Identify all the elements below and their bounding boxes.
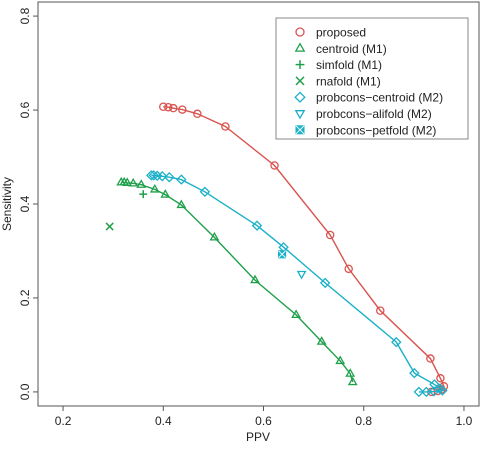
legend-marker bbox=[295, 76, 305, 86]
data-point bbox=[347, 376, 358, 386]
data-point bbox=[176, 199, 187, 209]
data-point bbox=[277, 250, 287, 259]
data-point bbox=[122, 177, 133, 187]
data-point bbox=[376, 306, 385, 315]
data-point bbox=[426, 354, 435, 363]
series-6 bbox=[277, 250, 287, 259]
data-point bbox=[159, 102, 168, 112]
data-point bbox=[291, 309, 301, 319]
series-2 bbox=[139, 190, 148, 199]
data-point bbox=[437, 385, 448, 396]
data-point bbox=[105, 222, 114, 231]
data-point bbox=[345, 368, 356, 377]
y-axis-label: Sensitivity bbox=[0, 177, 14, 231]
data-point bbox=[149, 183, 160, 193]
legend-label: rnafold (M1) bbox=[316, 74, 381, 88]
legend-label: centroid (M1) bbox=[316, 42, 387, 56]
data-point bbox=[139, 190, 148, 199]
y-tick-label: 0.8 bbox=[18, 7, 32, 24]
legend-marker bbox=[295, 60, 305, 69]
data-point bbox=[221, 122, 230, 131]
series-line bbox=[163, 106, 445, 393]
data-point bbox=[157, 171, 168, 182]
data-point bbox=[164, 102, 173, 112]
series-layer bbox=[105, 102, 449, 398]
y-tick-label: 0.2 bbox=[18, 289, 32, 306]
legend-item: probcons−centroid (M2) bbox=[294, 91, 443, 105]
series-line bbox=[151, 174, 445, 393]
data-point bbox=[319, 277, 331, 289]
data-point bbox=[409, 367, 420, 379]
legend-marker bbox=[295, 125, 305, 135]
data-point bbox=[169, 103, 178, 113]
data-point bbox=[316, 336, 327, 345]
legend-marker bbox=[295, 27, 305, 37]
legend-marker bbox=[294, 91, 306, 103]
y-tick-label: 0.0 bbox=[18, 383, 32, 400]
data-point bbox=[176, 174, 187, 185]
series-4 bbox=[146, 170, 448, 398]
legend-item: rnafold (M1) bbox=[295, 74, 381, 88]
x-tick-label: 0.6 bbox=[255, 414, 272, 428]
data-point bbox=[128, 177, 139, 187]
data-point bbox=[335, 355, 346, 365]
legend-item: probcons−alifold (M2) bbox=[294, 107, 432, 121]
legend-box bbox=[275, 17, 469, 140]
data-point bbox=[296, 270, 307, 280]
data-point bbox=[164, 171, 175, 183]
series-5 bbox=[296, 270, 307, 280]
data-point bbox=[160, 189, 171, 198]
data-point bbox=[325, 230, 335, 240]
legend-label: probcons−centroid (M2) bbox=[316, 91, 443, 105]
data-point bbox=[193, 109, 202, 119]
y-tick-label: 0.4 bbox=[18, 195, 32, 212]
legend-label: simfold (M1) bbox=[316, 58, 382, 72]
data-point bbox=[391, 336, 402, 348]
data-point bbox=[436, 374, 445, 383]
x-tick-label: 1.0 bbox=[456, 414, 473, 428]
data-point bbox=[136, 179, 147, 188]
axes-ticks: 0.2 0.4 0.6 0.8 1.0 0.0 0.2 0.4 0.6 0.8 bbox=[18, 7, 473, 428]
data-point bbox=[199, 186, 211, 198]
legend-item: centroid (M1) bbox=[294, 42, 387, 56]
data-point bbox=[148, 170, 160, 181]
data-point bbox=[251, 220, 263, 231]
legend-item: proposed bbox=[295, 26, 366, 40]
legend-marker bbox=[294, 42, 306, 52]
legend-marker bbox=[294, 110, 306, 120]
x-axis-label: PPV bbox=[246, 430, 270, 444]
legend-item: simfold (M1) bbox=[295, 58, 382, 72]
y-tick-label: 0.6 bbox=[18, 101, 32, 118]
x-tick-label: 0.2 bbox=[55, 414, 72, 428]
data-point bbox=[178, 105, 187, 114]
series-1 bbox=[116, 176, 358, 386]
legend-label: proposed bbox=[316, 26, 366, 40]
data-point bbox=[270, 161, 279, 170]
data-point bbox=[413, 386, 425, 398]
legend-label: probcons−alifold (M2) bbox=[316, 107, 432, 121]
series-3 bbox=[105, 222, 114, 231]
data-point bbox=[250, 274, 260, 284]
data-point bbox=[209, 231, 220, 241]
series-0 bbox=[159, 102, 449, 397]
legend-item: probcons−petfold (M2) bbox=[295, 123, 436, 137]
data-point bbox=[344, 264, 353, 274]
legend: proposed centroid (M1) simfold (M1) rnafold… bbox=[275, 17, 469, 140]
x-tick-label: 0.8 bbox=[355, 414, 372, 428]
data-point bbox=[421, 386, 432, 398]
x-tick-label: 0.4 bbox=[155, 414, 172, 428]
legend-label: probcons−petfold (M2) bbox=[316, 123, 436, 137]
data-point bbox=[429, 379, 440, 390]
data-point bbox=[428, 386, 440, 397]
